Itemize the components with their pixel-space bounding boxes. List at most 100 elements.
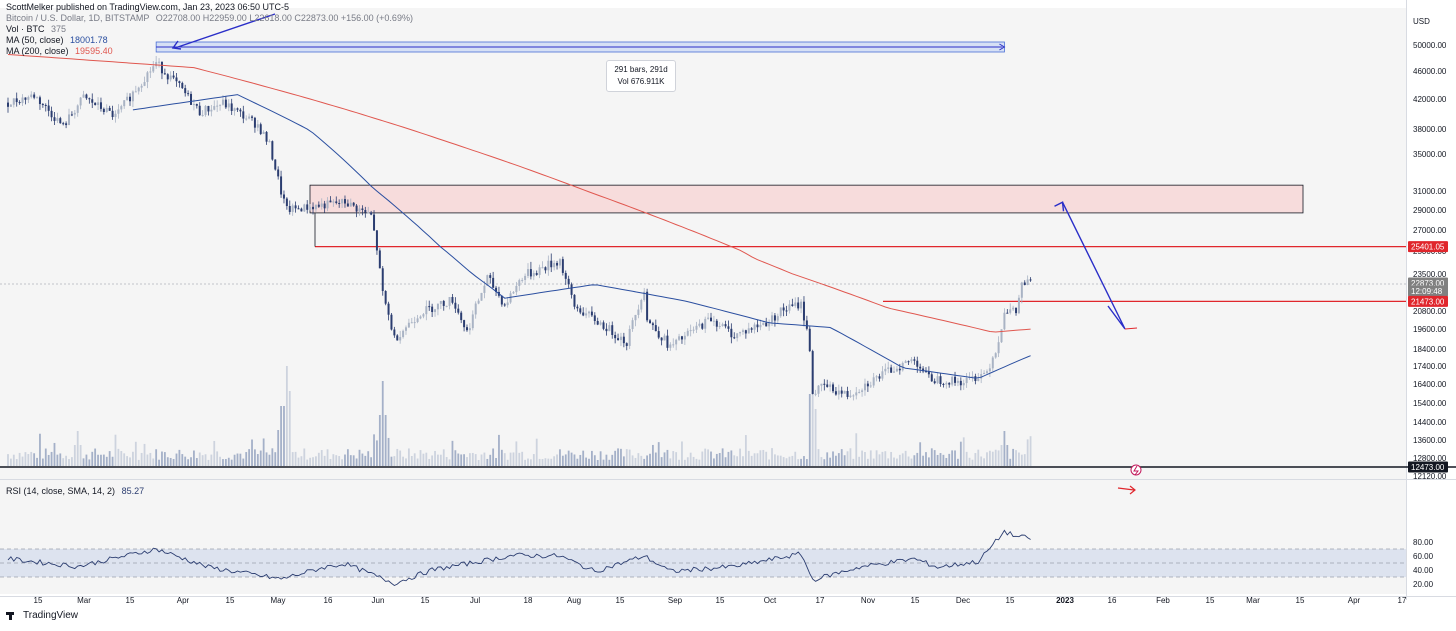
volume-bar: [227, 457, 230, 466]
candle-body: [724, 324, 727, 327]
candle-body: [317, 204, 320, 207]
volume-bar: [94, 448, 97, 466]
candle-body: [375, 230, 378, 251]
candle-body: [495, 287, 498, 292]
volume-bar: [622, 456, 625, 466]
candle-body: [916, 360, 919, 367]
candle-body: [564, 272, 567, 279]
volume-bar: [47, 454, 50, 466]
legend-ohlc: O22708.00 H22959.00 L22618.00 C22873.00 …: [155, 13, 413, 23]
candle-body: [585, 313, 588, 316]
candle-body: [794, 302, 797, 306]
volume-bar: [710, 451, 712, 466]
candle-body: [47, 105, 50, 111]
volume-bar: [660, 457, 663, 466]
candle-body: [468, 328, 471, 331]
volume-bar: [794, 451, 797, 466]
candle-body: [239, 109, 242, 112]
price-badge: [1408, 461, 1448, 473]
volume-bar: [986, 452, 988, 466]
candle-body: [230, 103, 233, 111]
volume-bar: [599, 451, 602, 466]
candle-body: [666, 335, 669, 348]
volume-bar: [541, 459, 544, 466]
volume-bar: [259, 450, 262, 466]
candle-body: [939, 376, 942, 384]
candle-body: [140, 85, 143, 88]
volume-bar: [364, 455, 367, 466]
candle-body: [192, 104, 195, 106]
tradingview-footer[interactable]: TradingView: [6, 610, 78, 621]
candle-body: [68, 114, 71, 126]
candle-body: [155, 62, 158, 67]
candle-body: [285, 198, 288, 207]
time-tick-label: 15: [616, 596, 625, 605]
candle-body: [532, 273, 535, 277]
volume-bar: [65, 455, 67, 466]
candle-body: [378, 250, 381, 269]
volume-bar: [12, 454, 15, 466]
candle-body: [933, 381, 936, 384]
volume-bar: [640, 455, 643, 466]
candle-body: [62, 123, 65, 125]
rsi-tick-label: 20.00: [1413, 580, 1434, 589]
candle-body: [195, 104, 198, 106]
candle-body: [463, 320, 466, 328]
candle-body: [529, 269, 532, 277]
volume-bar: [315, 456, 317, 466]
candle-body: [445, 305, 448, 307]
legend-symbol: Bitcoin / U.S. Dollar, 1D, BITSTAMP: [6, 13, 150, 23]
volume-bar: [268, 454, 271, 466]
volume-bar: [965, 451, 968, 466]
volume-bar: [248, 449, 251, 466]
candle-body: [373, 214, 376, 231]
volume-bar: [341, 459, 343, 466]
volume-bar: [439, 454, 442, 466]
time-tick-label: Dec: [956, 596, 970, 605]
volume-bar: [538, 458, 541, 466]
candle-body: [872, 377, 875, 386]
volume-bar: [930, 448, 933, 466]
candle-body: [805, 320, 808, 329]
volume-bar: [431, 455, 434, 466]
volume-bar: [916, 452, 919, 466]
legend-ma50-label: MA (50, close): [6, 35, 64, 45]
candle-body: [465, 327, 468, 331]
candle-body: [837, 390, 840, 395]
volume-bar: [320, 450, 323, 466]
candle-body: [776, 316, 779, 321]
candle-body: [219, 104, 222, 106]
volume-bar: [823, 459, 826, 466]
volume-bar: [373, 434, 375, 466]
candle-body: [556, 262, 559, 266]
volume-bar: [509, 452, 512, 466]
candle-body: [951, 376, 954, 385]
time-tick-label: 15: [716, 596, 725, 605]
candle-body: [268, 141, 271, 143]
volume-bar: [704, 448, 707, 466]
candle-body: [12, 98, 15, 105]
volume-bar: [774, 454, 776, 466]
candle-body: [808, 328, 811, 352]
candle-body: [1015, 307, 1018, 314]
candle-body: [553, 262, 556, 268]
candle-body: [541, 267, 544, 269]
volume-bar: [1003, 431, 1006, 466]
legend-rsi-row: RSI (14, close, SMA, 14, 2) 85.27: [6, 486, 144, 496]
volume-bar: [352, 455, 355, 466]
candle-body: [672, 344, 675, 346]
candle-body: [172, 75, 175, 78]
candle-body: [428, 306, 431, 308]
candle-body: [622, 336, 625, 344]
candle-body: [390, 314, 393, 330]
candle-body: [242, 111, 245, 119]
candle-body: [323, 203, 326, 209]
candle-body: [358, 208, 361, 212]
volume-bar: [1012, 448, 1015, 466]
volume-bar: [814, 409, 817, 466]
volume-bar: [530, 459, 532, 466]
candle-body: [651, 323, 654, 326]
candle-body: [477, 300, 480, 304]
